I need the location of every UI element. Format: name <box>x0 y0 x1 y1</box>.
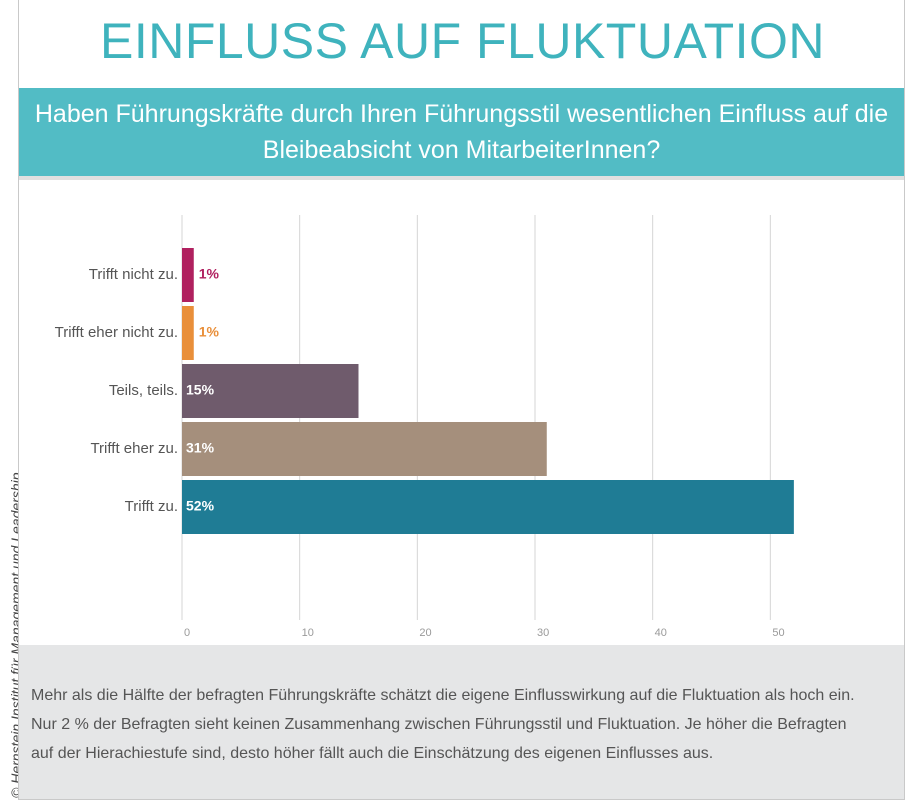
x-tick-label: 30 <box>537 627 549 639</box>
x-tick-label: 40 <box>655 627 667 639</box>
value-label: 1% <box>199 324 220 340</box>
chart: 0 10 20 30 40 50 1% Trifft nicht zu. 1% Trifft eh… <box>55 215 794 639</box>
infographic: EINFLUSS AUF FLUKTUATION Haben Führungsk… <box>18 0 905 800</box>
category-label: Trifft eher nicht zu. <box>55 324 178 341</box>
bar <box>182 422 547 476</box>
x-tick-label: 50 <box>772 627 784 639</box>
category-label: Trifft nicht zu. <box>89 266 178 283</box>
bar <box>182 364 359 418</box>
bar <box>182 248 194 302</box>
x-tick-label: 0 <box>184 627 190 639</box>
x-tick-label: 10 <box>302 627 314 639</box>
bar <box>182 480 794 534</box>
value-label: 1% <box>199 266 220 282</box>
bar <box>182 306 194 360</box>
footer-box: Mehr als die Hälfte der befragten Führun… <box>19 645 904 799</box>
category-label: Trifft zu. <box>125 498 178 515</box>
footer-note: Mehr als die Hälfte der befragten Führun… <box>31 687 855 762</box>
category-label: Teils, teils. <box>109 382 178 399</box>
chart-subtitle: Haben Führungskräfte durch Ihren Führung… <box>34 100 889 164</box>
value-label: 52% <box>186 498 215 514</box>
chart-title: EINFLUSS AUF FLUKTUATION <box>99 13 826 69</box>
value-label: 15% <box>186 382 215 398</box>
x-tick-label: 20 <box>419 627 431 639</box>
value-label: 31% <box>186 440 215 456</box>
subtitle-band: Haben Führungskräfte durch Ihren Führung… <box>19 88 904 180</box>
category-label: Trifft eher zu. <box>90 440 178 457</box>
